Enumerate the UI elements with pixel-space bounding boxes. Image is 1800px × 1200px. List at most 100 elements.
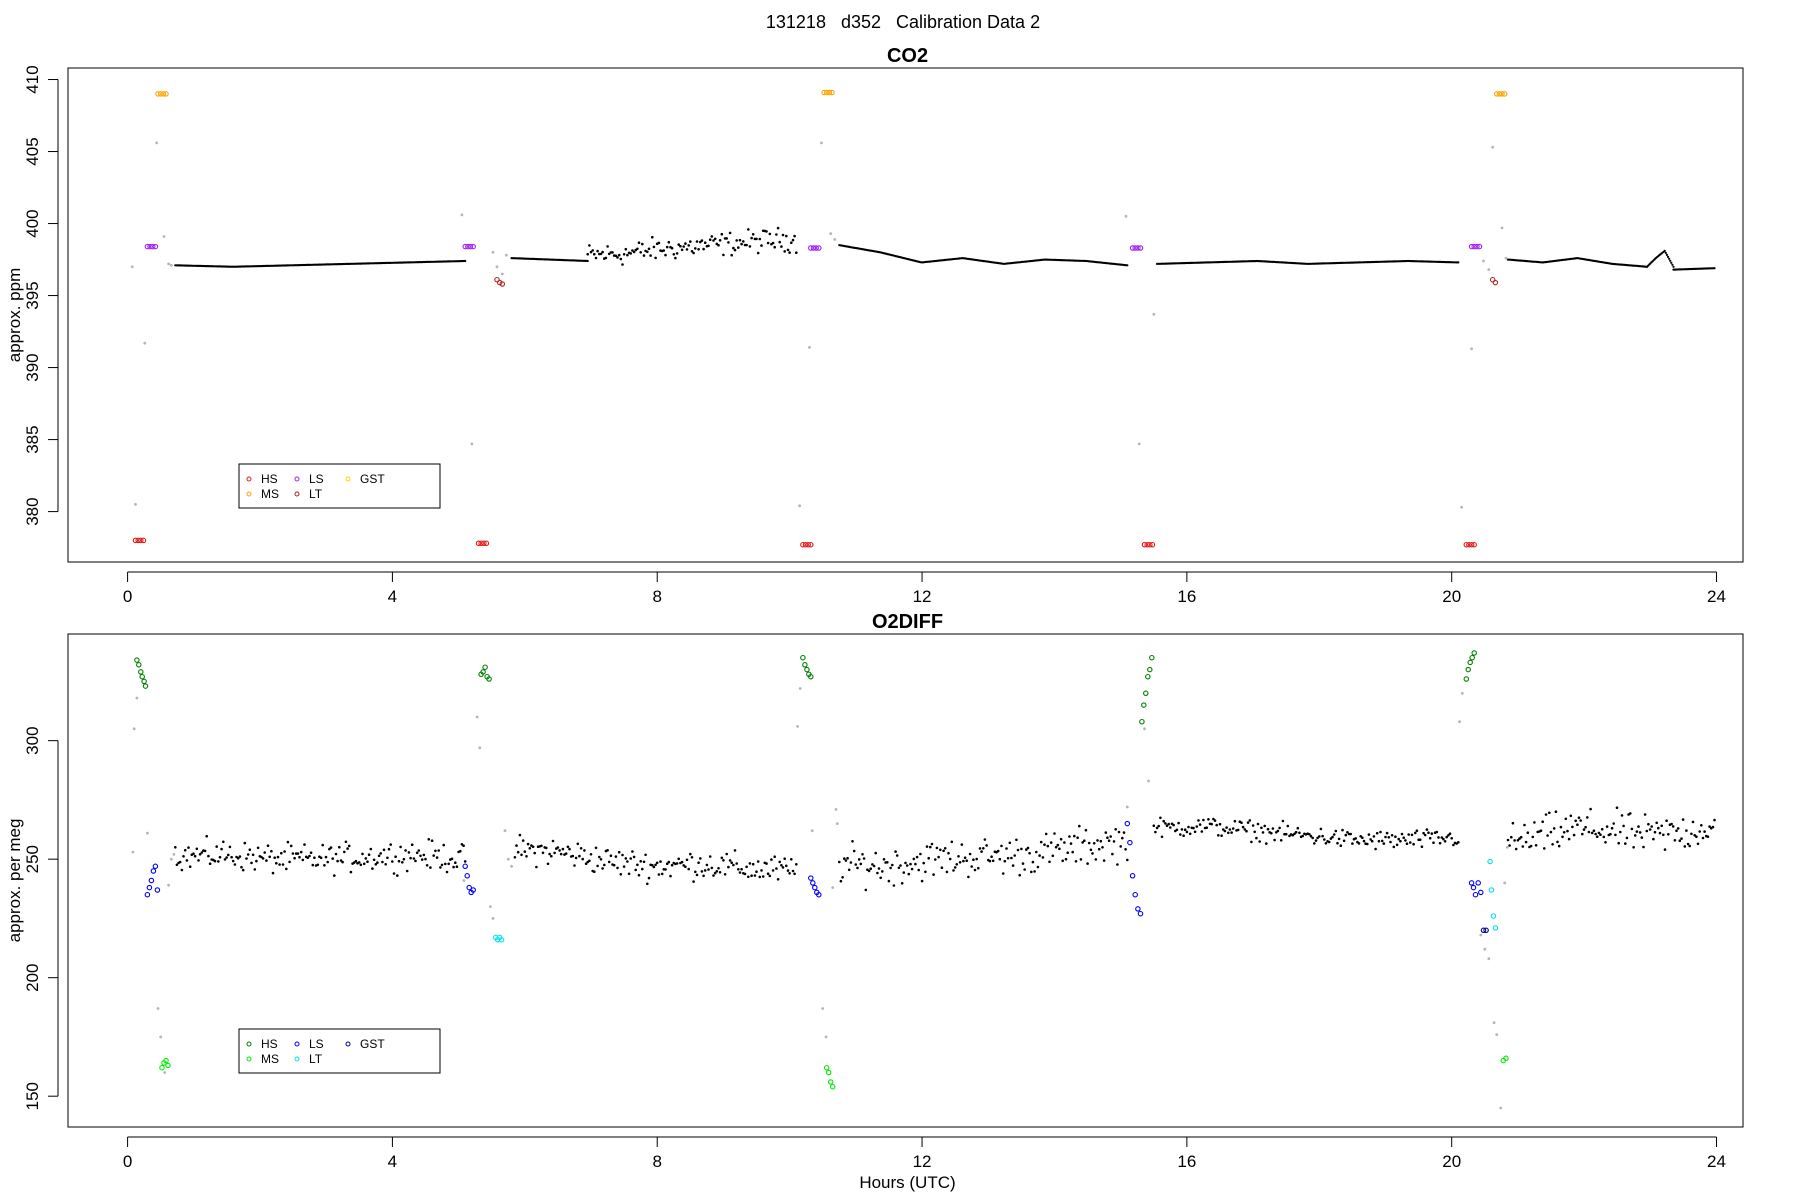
co2-background-point <box>641 242 644 246</box>
o2diff-background-point <box>670 863 674 867</box>
o2diff-background-point <box>548 852 551 856</box>
o2diff-background-point <box>1026 846 1030 850</box>
o2diff-hs-point <box>808 673 814 680</box>
o2diff-background-point <box>1647 822 1650 826</box>
o2diff-background-point <box>1316 836 1319 840</box>
co2-ls-point <box>1474 243 1480 250</box>
co2-background-point <box>768 232 772 236</box>
o2diff-background-point <box>343 850 346 854</box>
co2-transition-point <box>1137 442 1141 446</box>
o2diff-background-point <box>558 849 561 852</box>
o2diff-background-point <box>1354 837 1357 840</box>
o2diff-background-point <box>1167 822 1170 826</box>
co2-x-tick-label: 0 <box>123 587 132 606</box>
o2diff-background-point <box>1551 843 1554 846</box>
o2diff-y-tick-label: 200 <box>23 963 42 991</box>
o2diff-background-point <box>1124 848 1127 851</box>
o2diff-background-point <box>546 862 550 866</box>
o2diff-background-point <box>185 859 189 862</box>
co2-ls-point <box>152 243 159 250</box>
o2diff-background-point <box>891 863 894 867</box>
o2diff-background-point <box>222 840 225 844</box>
co2-background-point <box>786 248 790 252</box>
o2diff-background-point <box>1370 839 1374 843</box>
o2diff-background-point <box>795 863 798 866</box>
o2diff-background-point <box>1000 844 1003 848</box>
o2diff-background-point <box>1031 860 1035 864</box>
co2-transition-point <box>1124 214 1128 218</box>
o2diff-background-point <box>1344 833 1348 837</box>
o2diff-background-point <box>281 863 285 866</box>
o2diff-background-point <box>895 854 899 857</box>
co2-transition-point <box>1500 226 1504 230</box>
o2diff-legend-marker <box>294 1041 300 1047</box>
o2diff-transition-point <box>1495 1033 1499 1036</box>
o2diff-background-point <box>1642 845 1645 849</box>
o2diff-background-point <box>1572 833 1576 837</box>
o2diff-background-point <box>561 847 565 851</box>
o2diff-background-point <box>881 870 884 873</box>
o2diff-hs-point <box>142 683 149 689</box>
o2diff-transition-point <box>167 883 171 887</box>
o2diff-background-point <box>594 846 598 850</box>
o2diff-background-point <box>1008 841 1012 845</box>
o2diff-ls-point <box>1129 873 1136 879</box>
co2-background-point <box>742 240 745 243</box>
o2diff-background-point <box>967 875 970 879</box>
o2diff-background-point <box>1049 841 1053 844</box>
o2diff-background-point <box>454 861 457 864</box>
o2diff-background-point <box>965 859 968 862</box>
o2diff-background-point <box>624 857 628 860</box>
o2diff-background-point <box>420 858 424 861</box>
o2diff-background-point <box>1422 831 1425 835</box>
o2diff-ls-point <box>1135 906 1141 912</box>
o2diff-background-point <box>1071 850 1074 854</box>
o2diff-background-point <box>601 867 604 870</box>
o2diff-background-point <box>1443 840 1447 843</box>
o2diff-background-point <box>1270 831 1273 835</box>
o2diff-background-point <box>462 844 465 847</box>
o2diff-background-point <box>203 849 207 853</box>
o2diff-background-point <box>1409 841 1412 844</box>
o2diff-background-point <box>1311 836 1314 840</box>
o2diff-background-point <box>397 859 401 863</box>
o2diff-background-point <box>1126 858 1129 862</box>
o2diff-background-point <box>419 854 422 858</box>
o2diff-background-point <box>1327 840 1331 844</box>
o2diff-background-point <box>922 861 925 865</box>
o2diff-background-point <box>1698 830 1701 833</box>
o2diff-background-point <box>1619 830 1622 834</box>
o2diff-background-point <box>690 856 694 859</box>
co2-transition-point <box>169 263 173 267</box>
o2diff-background-point <box>1706 835 1710 838</box>
co2-background-point <box>692 251 695 255</box>
o2diff-background-point <box>347 844 351 848</box>
o2diff-background-point <box>1089 848 1093 852</box>
o2diff-background-point <box>1241 825 1245 829</box>
o2diff-ls-point <box>810 880 816 886</box>
o2diff-background-point <box>208 862 212 865</box>
o2diff-background-point <box>1380 839 1384 843</box>
o2diff-background-point <box>1025 848 1028 851</box>
o2diff-background-point <box>1410 833 1414 837</box>
o2diff-background-point <box>1366 842 1369 846</box>
o2diff-hs-point <box>1145 673 1151 680</box>
co2-hs-point <box>1463 541 1470 548</box>
o2diff-background-point <box>917 868 920 872</box>
o2diff-background-point <box>892 884 896 887</box>
o2diff-background-point <box>263 851 267 854</box>
o2diff-background-point <box>384 863 388 866</box>
o2diff-background-point <box>1592 829 1596 832</box>
o2diff-background-point <box>1094 858 1098 861</box>
o2diff-background-point <box>599 858 603 861</box>
o2diff-background-point <box>1011 864 1015 867</box>
o2diff-background-point <box>1152 824 1156 827</box>
o2diff-background-point <box>1671 825 1675 828</box>
o2diff-background-point <box>745 865 748 869</box>
co2-background-point <box>694 247 697 250</box>
co2-background-point <box>1664 251 1667 254</box>
o2diff-background-point <box>1243 828 1247 831</box>
o2diff-background-point <box>331 857 335 860</box>
o2diff-background-point <box>197 859 200 862</box>
o2diff-background-point <box>1172 823 1175 827</box>
